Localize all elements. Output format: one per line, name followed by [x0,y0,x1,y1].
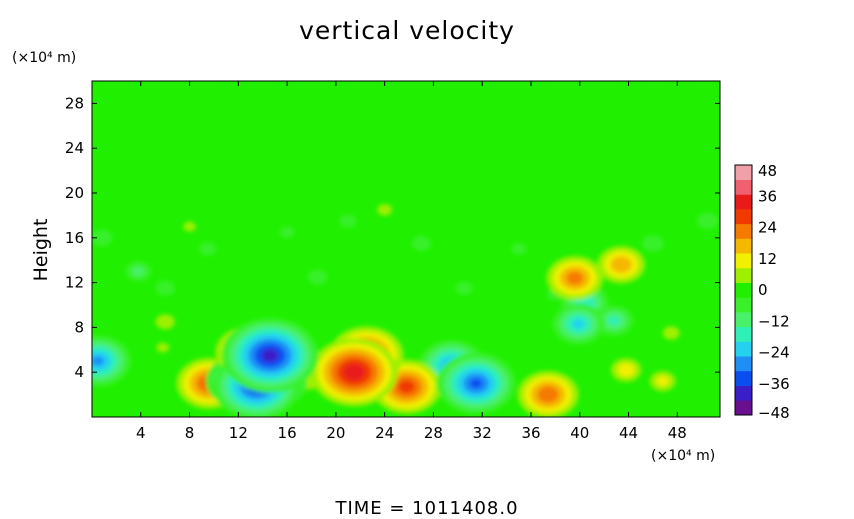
colorbar-swatch [735,297,752,313]
colorbar-swatch [735,326,752,342]
field-feature-31 [92,335,131,387]
field-feature-13 [155,314,175,330]
y-tick-label: 20 [65,184,84,202]
x-tick-label: 12 [229,424,248,442]
colorbar-swatch [735,194,752,210]
field-feature-24 [552,303,605,345]
colorbar-swatch [735,267,752,283]
colorbar-swatch [735,370,752,386]
colorbar-tick-label: 36 [758,187,777,205]
field-feature-11 [308,269,328,285]
field-feature-38 [222,318,319,393]
colorbar-swatch [735,253,752,269]
colorbar-tick-label: −12 [758,312,790,330]
y-tick-label: 4 [74,363,84,381]
colorbar-tick-label: −36 [758,375,790,393]
x-axis-unit: (×10⁴ m) [651,448,715,464]
colorbar-swatch [735,312,752,328]
field-feature-15 [92,229,113,247]
field-feature-3 [511,243,527,255]
field-feature-19 [125,261,152,282]
field-feature-6 [339,214,357,228]
colorbar-swatch [735,341,752,357]
field-feature-2 [279,226,295,238]
chart-title: vertical velocity [299,16,515,45]
y-tick-label: 28 [65,94,84,112]
field-feature-35 [436,352,516,414]
x-tick-label: 44 [619,424,638,442]
x-tick-label: 40 [570,424,589,442]
colorbar-tick-label: 0 [758,281,768,299]
x-tick-label: 4 [136,424,146,442]
field-feature-4 [377,204,392,216]
field-feature-12 [411,236,431,251]
colorbar-swatch [735,282,752,298]
field-feature-5 [199,242,217,256]
y-axis-label: Height [30,219,52,282]
colorbar-tick-label: 48 [758,162,777,180]
plot-area [92,81,720,417]
x-tick-label: 16 [278,424,297,442]
field-feature-9 [662,326,680,340]
y-tick-label: 12 [65,274,84,292]
colorbar-swatch [735,179,752,195]
field-feature-1 [183,221,196,232]
x-tick-label: 24 [375,424,394,442]
colorbar-swatch [735,209,752,225]
x-tick-label: 8 [185,424,195,442]
x-tick-label: 28 [424,424,443,442]
colorbar-tick-label: −48 [758,404,790,422]
field-feature-20 [611,358,642,382]
field-feature-26 [546,256,604,301]
colorbar-tick-label: 12 [758,250,777,268]
field-feature-27 [517,370,579,417]
field-feature-18 [649,371,676,392]
colorbar-swatch [735,238,752,254]
y-tick-label: 24 [65,139,84,157]
colorbar-frame [734,164,753,416]
y-axis-unit: (×10⁴ m) [12,50,76,66]
field-feature-7 [455,281,473,295]
field-feature-22 [597,246,646,284]
x-tick-label: 36 [521,424,540,442]
field-feature-10 [155,280,175,296]
x-tick-label: 32 [473,424,492,442]
field-feature-16 [642,235,664,252]
time-label: TIME = 1011408.0 [334,498,518,519]
colorbar-swatch [735,400,752,416]
field-feature-36 [310,338,398,407]
colorbar-swatch [735,165,752,181]
colorbar-swatch [735,223,752,239]
plot-frame [91,80,721,418]
y-tick-label: 16 [65,229,84,247]
colorbar-tick-label: 24 [758,219,777,237]
y-tick-label: 8 [74,318,84,336]
field-feature-17 [697,212,719,230]
field-feature-0 [156,342,169,353]
colorbar: 48 36 24 12 0 −12 −24 −36 −48 [734,162,790,422]
colorbar-swatch [735,385,752,401]
x-tick-label: 48 [668,424,687,442]
colorbar-swatch [735,356,752,372]
x-tick-label: 20 [326,424,345,442]
colorbar-tick-label: −24 [758,344,790,362]
